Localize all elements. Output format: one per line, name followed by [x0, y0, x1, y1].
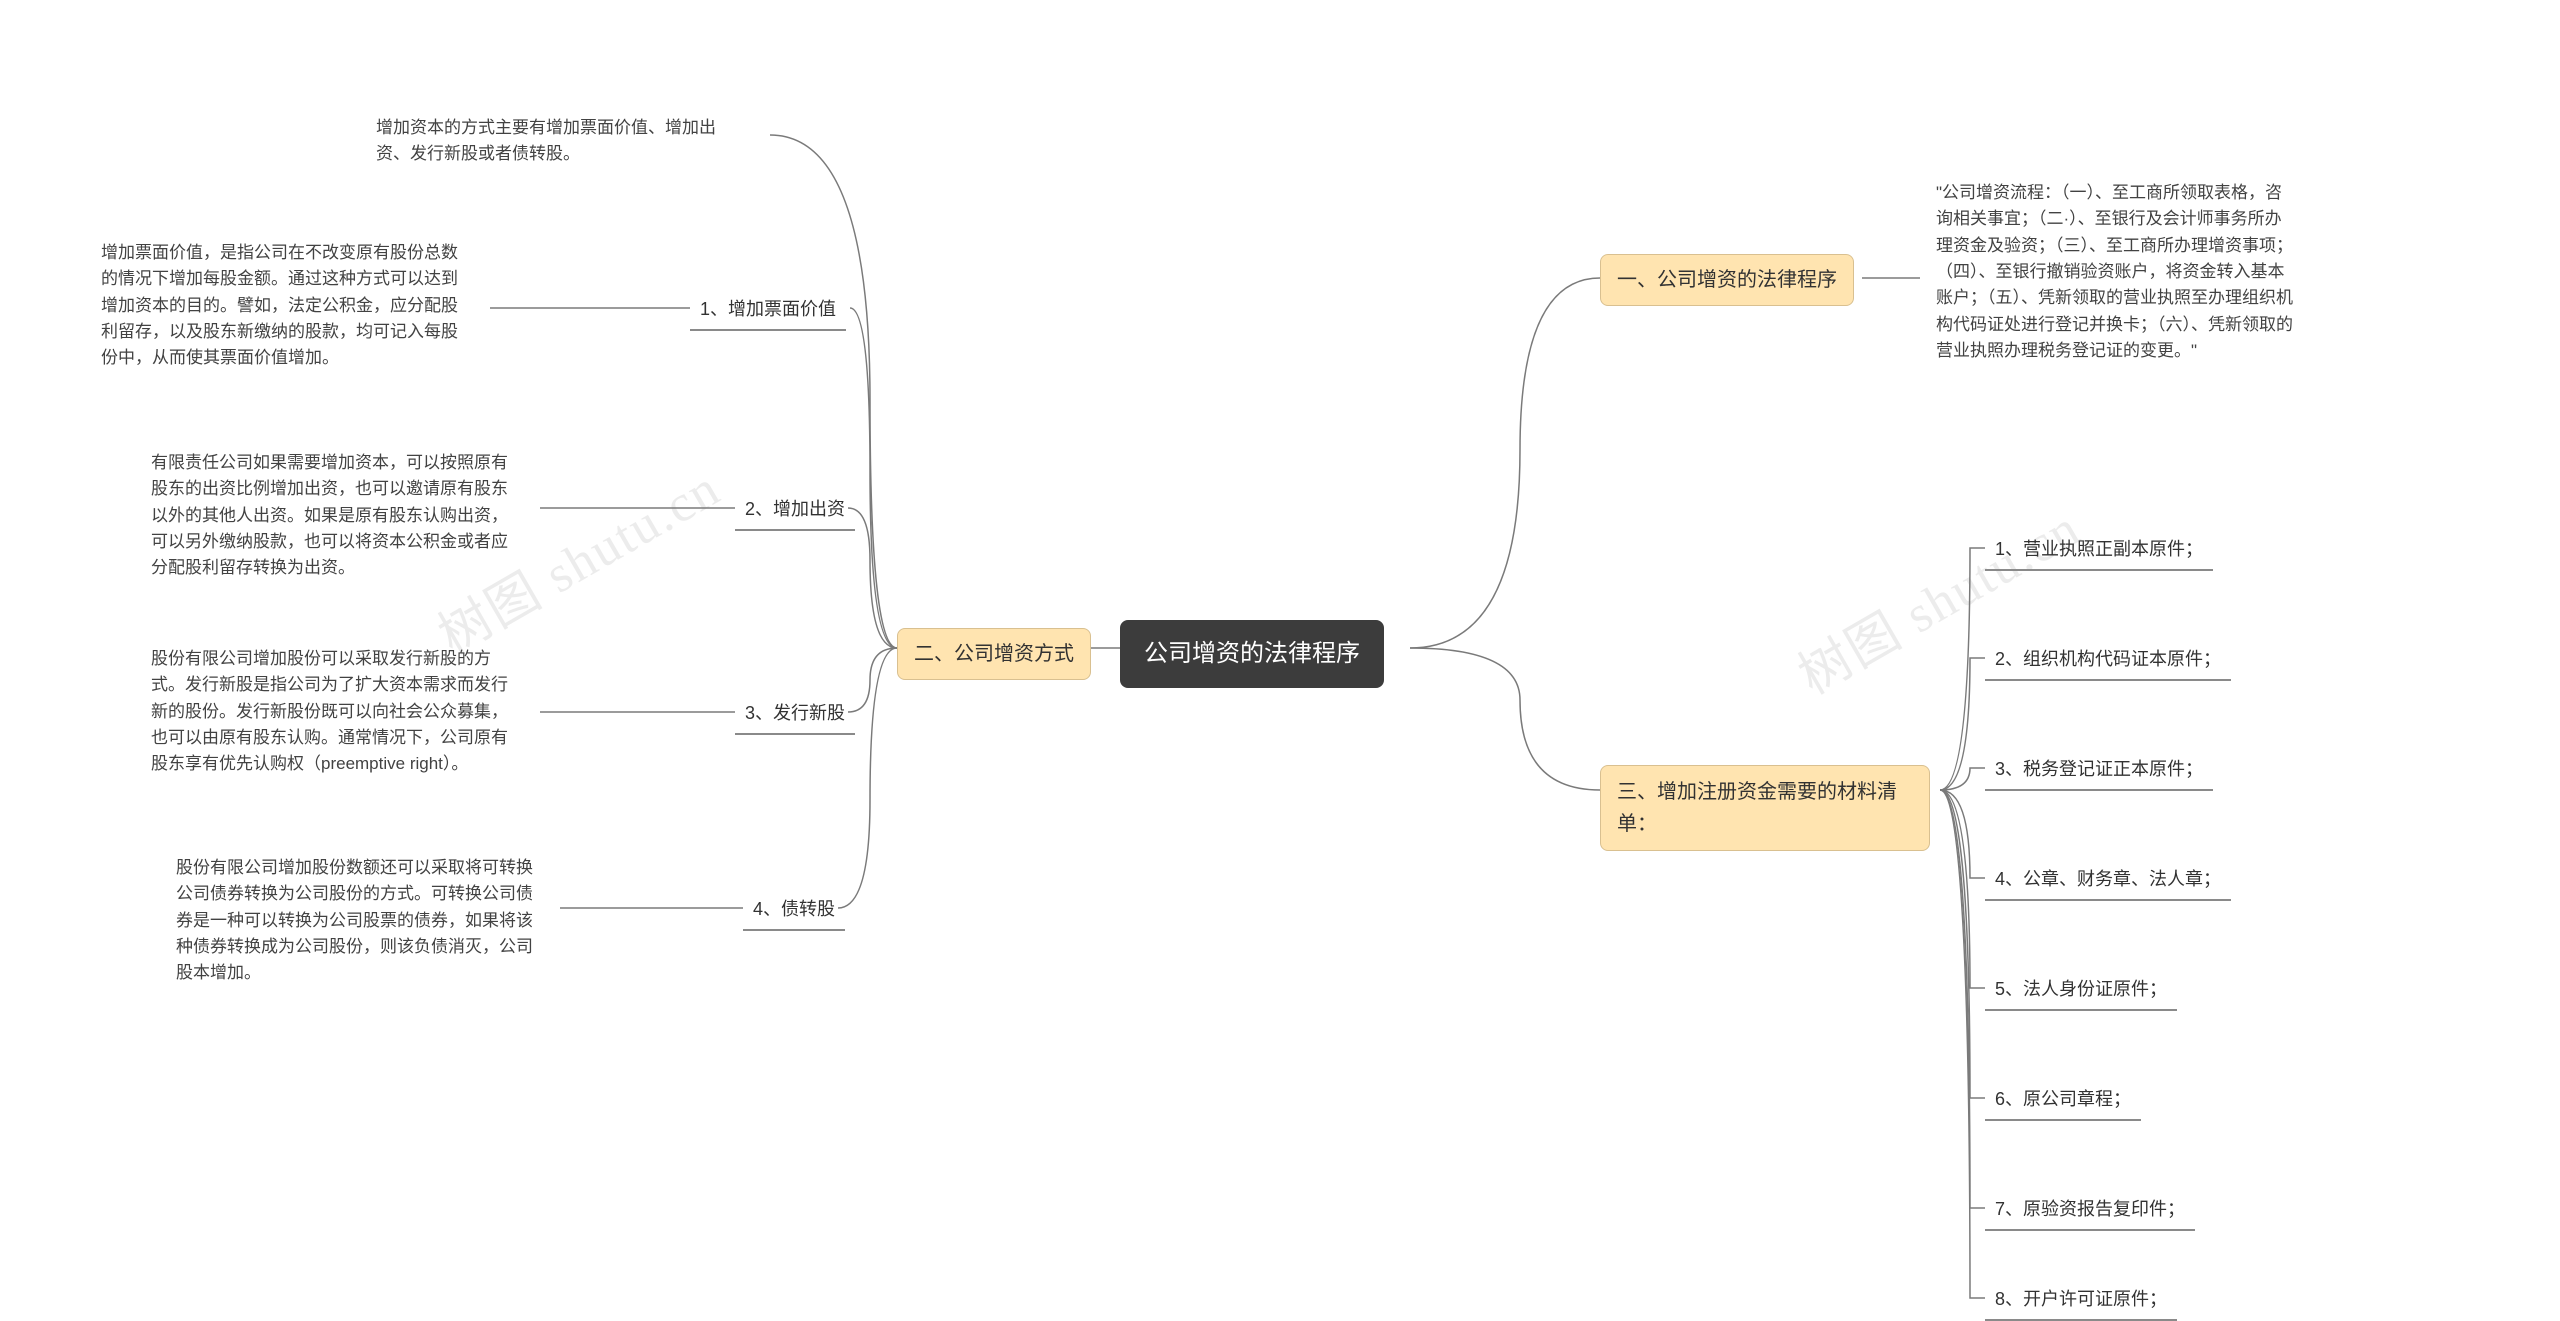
branch-two-item-2-detail: 有限责任公司如果需要增加资本，可以按照原有股东的出资比例增加出资，也可以邀请原有… — [135, 440, 525, 592]
branch-three-item-7[interactable]: 7、原验资报告复印件； — [1985, 1190, 2195, 1231]
branch-one-detail: "公司增资流程：（一）、至工商所领取表格，咨询相关事宜；（二·）、至银行及会计师… — [1920, 170, 2310, 374]
branch-two-item-3-detail: 股份有限公司增加股份可以采取发行新股的方式。发行新股是指公司为了扩大资本需求而发… — [135, 636, 525, 788]
branch-two[interactable]: 二、公司增资方式 — [897, 628, 1091, 680]
branch-two-overview: 增加资本的方式主要有增加票面价值、增加出资、发行新股或者债转股。 — [360, 105, 760, 178]
branch-two-item-4[interactable]: 4、债转股 — [743, 890, 845, 931]
branch-three[interactable]: 三、增加注册资金需要的材料清单： — [1600, 765, 1930, 851]
branch-three-item-6[interactable]: 6、原公司章程； — [1985, 1080, 2141, 1121]
branch-three-item-2[interactable]: 2、组织机构代码证本原件； — [1985, 640, 2231, 681]
branch-three-item-8[interactable]: 8、开户许可证原件； — [1985, 1280, 2177, 1321]
branch-three-item-3[interactable]: 3、税务登记证正本原件； — [1985, 750, 2213, 791]
branch-two-item-2[interactable]: 2、增加出资 — [735, 490, 855, 531]
branch-three-item-5[interactable]: 5、法人身份证原件； — [1985, 970, 2177, 1011]
root-node[interactable]: 公司增资的法律程序 — [1120, 620, 1384, 688]
branch-three-item-4[interactable]: 4、公章、财务章、法人章； — [1985, 860, 2231, 901]
branch-two-item-4-detail: 股份有限公司增加股份数额还可以采取将可转换公司债券转换为公司股份的方式。可转换公… — [160, 845, 550, 997]
branch-two-item-1[interactable]: 1、增加票面价值 — [690, 290, 846, 331]
branch-two-item-3[interactable]: 3、发行新股 — [735, 694, 855, 735]
mindmap-canvas: 树图 shutu.cn 树图 shutu.cn — [0, 0, 2560, 1310]
branch-three-item-1[interactable]: 1、营业执照正副本原件； — [1985, 530, 2213, 571]
branch-two-item-1-detail: 增加票面价值，是指公司在不改变原有股份总数的情况下增加每股金额。通过这种方式可以… — [85, 230, 475, 382]
branch-one[interactable]: 一、公司增资的法律程序 — [1600, 254, 1854, 306]
